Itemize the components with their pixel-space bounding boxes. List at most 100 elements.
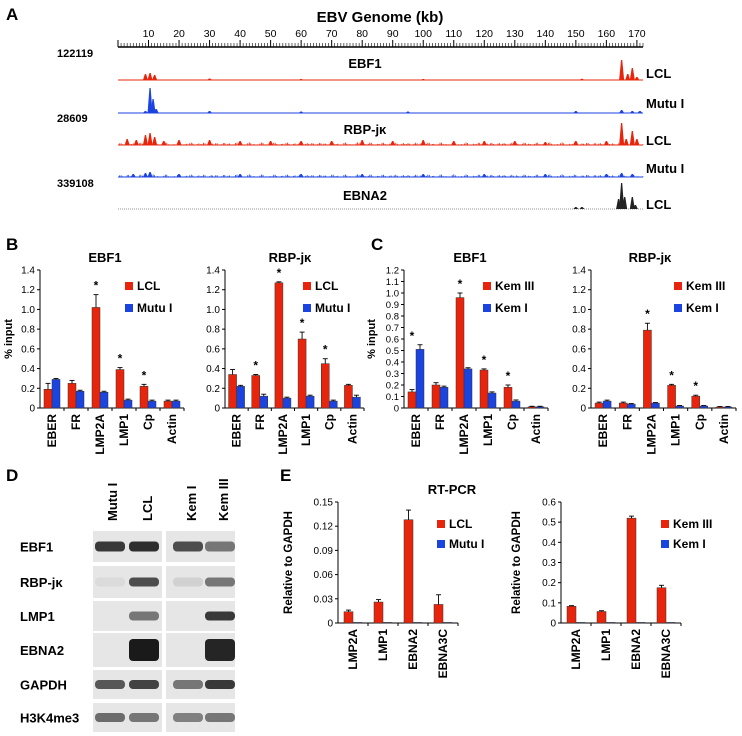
- significance-star: *: [253, 358, 258, 372]
- chart-title: EBF1: [453, 250, 486, 265]
- bar: [626, 517, 637, 624]
- y-axis-label: % input: [366, 319, 378, 359]
- blot-row-label: H3K4me3: [20, 711, 79, 726]
- bar: [415, 349, 425, 409]
- y-tick-label: 0.6: [21, 344, 35, 355]
- track-scale: 339108: [57, 178, 94, 190]
- blot-lane-label: LCL: [140, 496, 155, 521]
- chart-title: RBP-jκ: [269, 250, 312, 265]
- chart-title: RBP-jκ: [629, 250, 672, 265]
- track-peak: [634, 139, 640, 145]
- y-tick-label: 0.8: [21, 325, 35, 336]
- y-tick-label: 1.2: [206, 285, 220, 296]
- bar: [511, 400, 521, 409]
- genome-tick-label: 80: [356, 28, 368, 40]
- track-peak: [573, 111, 579, 113]
- blot-band: [95, 713, 125, 722]
- track-peak: [619, 173, 625, 177]
- bar: [433, 604, 444, 624]
- track-peak: [451, 141, 457, 145]
- track-peak: [632, 205, 638, 209]
- bar: [675, 405, 684, 409]
- y-tick-label: 0.6: [386, 335, 399, 346]
- genome-track: 122119 EBF1 LCL: [57, 48, 671, 81]
- bar: [99, 391, 109, 409]
- significance-star: *: [506, 369, 511, 383]
- bar: [274, 282, 284, 409]
- x-category-label: FR: [253, 414, 267, 430]
- bar: [566, 606, 577, 624]
- x-category-label: Actin: [165, 414, 179, 444]
- genome-tick-label: 160: [598, 28, 616, 40]
- track-peak: [147, 172, 153, 177]
- y-tick-label: 0.4: [206, 364, 220, 375]
- significance-star: *: [458, 277, 463, 291]
- track-peak: [359, 140, 365, 145]
- y-tick-label: 0.2: [572, 384, 586, 395]
- x-category-label: LMP2A: [644, 414, 658, 455]
- y-tick-label: 1.0: [21, 305, 35, 316]
- genome-tracks: 122119 EBF1 LCL Mutu I 28609 RBP-jκ LCL Mutu I 3…: [57, 48, 684, 212]
- track-peak: [579, 78, 585, 80]
- legend-swatch: [661, 540, 669, 548]
- legend-swatch: [437, 540, 445, 548]
- track-factor-label: EBF1: [348, 56, 381, 71]
- track-peak: [542, 142, 548, 145]
- bar: [412, 622, 423, 624]
- blot-band: [205, 541, 235, 552]
- significance-star: *: [482, 353, 487, 367]
- bar: [635, 622, 646, 624]
- genome-tick-label: 60: [295, 28, 307, 40]
- blot-band: [129, 639, 159, 661]
- bar: [329, 400, 338, 409]
- x-category-label: LMP1: [599, 629, 613, 661]
- y-tick-label: 0.5: [386, 346, 399, 357]
- genome-tick-label: 110: [445, 28, 462, 40]
- bar: [297, 338, 307, 409]
- bar: [352, 622, 363, 624]
- track-peak: [147, 73, 153, 80]
- legend-label: Kem III: [495, 279, 534, 293]
- genome-tick-label: 30: [204, 28, 216, 40]
- track-peak: [619, 183, 625, 209]
- track-peak: [142, 173, 148, 177]
- blot-band: [205, 713, 235, 722]
- bar: [479, 369, 489, 409]
- genome-tick-label: 90: [387, 28, 399, 40]
- track-peak: [603, 141, 609, 145]
- x-category-label: Actin: [345, 414, 359, 444]
- bar: [115, 369, 125, 409]
- bar: [527, 406, 537, 409]
- y-tick-label: 0: [214, 404, 220, 415]
- bar: [596, 611, 607, 624]
- genome-tick-label: 40: [234, 28, 246, 40]
- track-peak: [130, 174, 136, 177]
- legend-label: LCL: [137, 279, 160, 293]
- track-peak: [298, 79, 304, 80]
- track-peak: [619, 110, 625, 113]
- bar: [407, 391, 417, 409]
- blot-band: [95, 541, 125, 552]
- bar: [503, 387, 513, 409]
- bar: [91, 307, 101, 409]
- legend-swatch: [483, 304, 491, 312]
- y-axis-label: % input: [3, 319, 15, 359]
- blot-row-label: EBF1: [20, 540, 53, 555]
- track-peak: [147, 88, 153, 113]
- bar: [403, 519, 414, 624]
- x-category-label: Cp: [505, 414, 519, 430]
- bar: [171, 400, 181, 409]
- y-tick-label: 0.3: [386, 369, 399, 380]
- bar: [344, 385, 353, 409]
- y-tick-label: 1.2: [386, 266, 399, 277]
- blot-band: [205, 680, 235, 689]
- track-peak: [133, 140, 139, 145]
- track-cell-label: Mutu I: [646, 161, 684, 176]
- x-category-label: EBNA2: [629, 629, 643, 670]
- significance-star: *: [300, 316, 305, 330]
- blot-lane-label: Mutu I: [105, 483, 120, 521]
- chart-b-rbpjk: RBP-jκ 0 0.2 0.4 0.6 0.8 1.0 1.2 1.4 EBER * FR * LMP2…: [206, 250, 365, 455]
- western-blot-panel: Mutu I LCL Kem I Kem III EBF1 RBP-jκ LMP1 EBNA2…: [20, 478, 235, 732]
- blot-band: [129, 541, 159, 552]
- bar: [605, 622, 616, 624]
